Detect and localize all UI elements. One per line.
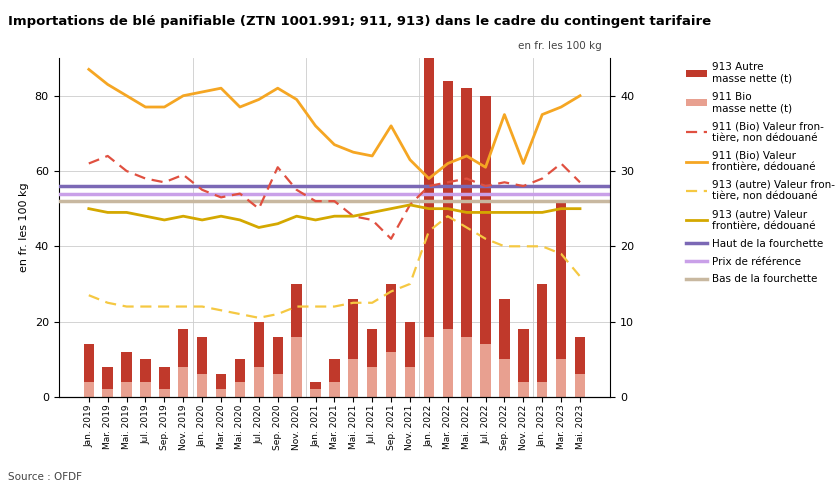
Bar [499,359,510,397]
Text: Importations de blé panifiable (ZTN 1001.991; 911, 913) dans le cadre du conting: Importations de blé panifiable (ZTN 1001… [8,15,711,28]
Bar [310,389,321,397]
Bar [442,81,453,329]
Bar [348,359,359,397]
Bar [442,329,453,397]
Bar [197,337,207,374]
Bar [518,382,528,397]
Y-axis label: en fr. les 100 kg: en fr. les 100 kg [19,182,29,272]
Bar [159,367,170,389]
Bar [556,201,566,359]
Bar [348,299,359,359]
Bar [499,299,510,359]
Bar [235,382,245,397]
Bar [461,337,472,397]
Bar [178,329,188,367]
Bar [405,367,415,397]
Bar [575,374,585,397]
Bar [253,321,264,367]
Bar [235,359,245,382]
Bar [253,367,264,397]
Bar [537,382,548,397]
Bar [556,359,566,397]
Bar [216,374,227,389]
Bar [537,284,548,382]
Bar [575,337,585,374]
Bar [159,389,170,397]
Bar [329,359,339,382]
Bar [178,367,188,397]
Bar [121,382,132,397]
Bar [84,382,94,397]
Bar [216,389,227,397]
Bar [424,50,434,337]
Bar [273,374,283,397]
Bar [292,337,302,397]
Bar [292,284,302,337]
Bar [367,367,377,397]
Bar [424,337,434,397]
Bar [481,344,491,397]
Bar [197,374,207,397]
Bar [140,382,150,397]
Bar [329,382,339,397]
Bar [367,329,377,367]
Legend: 913 Autre
masse nette (t), 911 Bio
masse nette (t), 911 (Bio) Valeur fron-
tière: 913 Autre masse nette (t), 911 Bio masse… [682,58,836,288]
Bar [481,96,491,344]
Bar [103,389,113,397]
Bar [103,367,113,389]
Bar [461,88,472,337]
Bar [121,352,132,382]
Bar [405,321,415,367]
Text: en fr. les 100 kg: en fr. les 100 kg [518,41,602,51]
Bar [84,344,94,382]
Bar [310,382,321,389]
Bar [386,284,396,352]
Bar [140,359,150,382]
Bar [386,352,396,397]
Bar [273,337,283,374]
Text: Source : OFDF: Source : OFDF [8,471,83,482]
Bar [518,329,528,382]
